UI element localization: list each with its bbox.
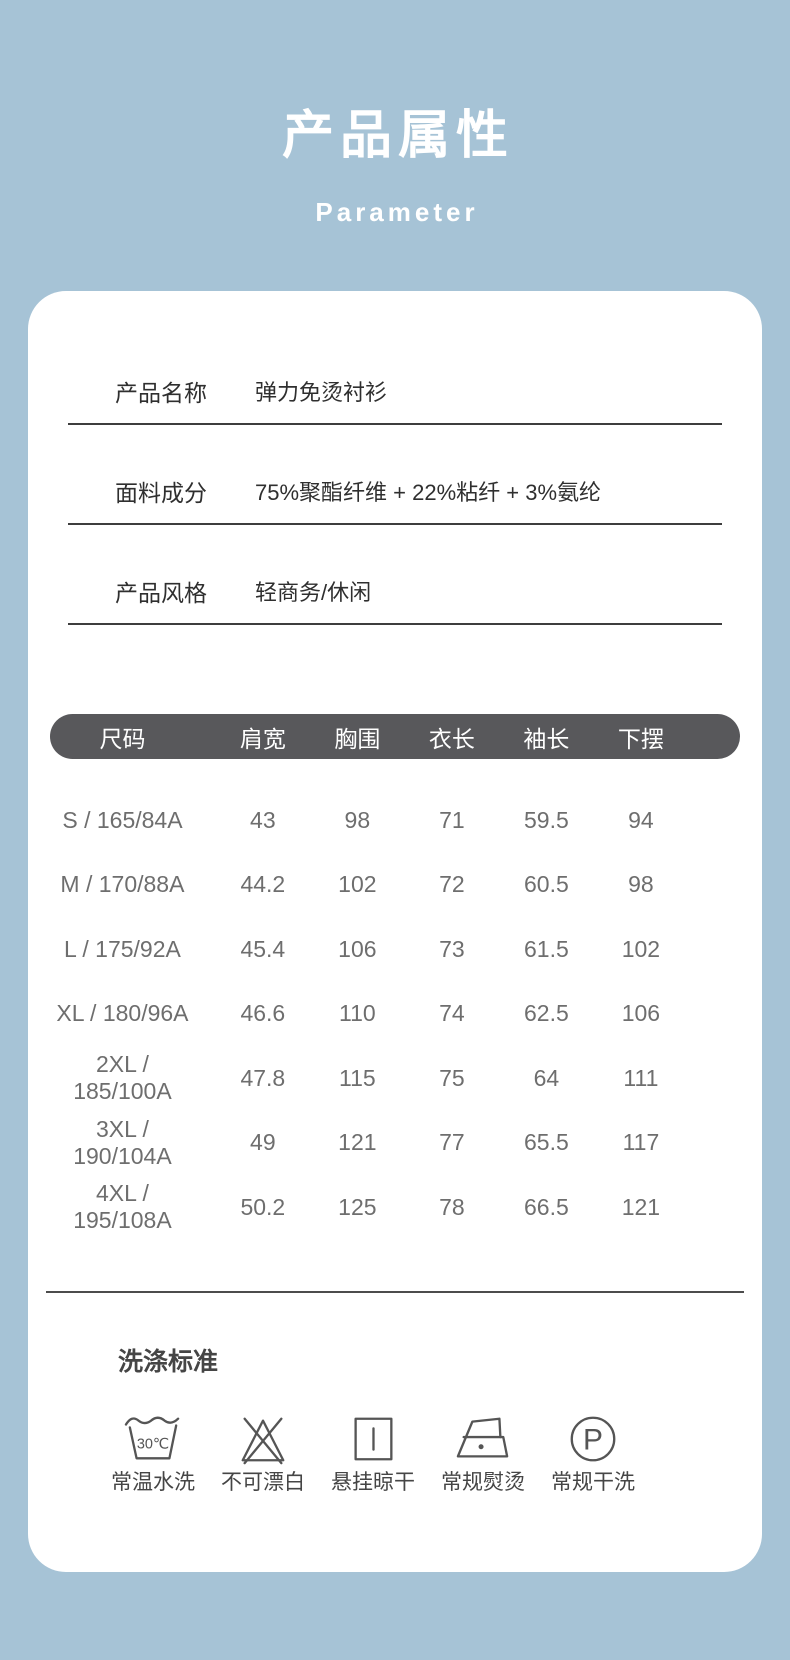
washing-item-label: 悬挂晾干 bbox=[331, 1470, 415, 1494]
attribute-label: 产品名称 bbox=[115, 380, 207, 406]
iron-icon bbox=[456, 1417, 509, 1458]
table-cell: 125 bbox=[338, 1193, 377, 1220]
table-cell: L / 175/92A bbox=[64, 935, 181, 962]
table-cell: 62.5 bbox=[524, 1000, 569, 1027]
table-cell: 65.5 bbox=[524, 1129, 569, 1156]
table-cell: 43 bbox=[250, 806, 276, 833]
column-header: 衣长 bbox=[428, 725, 475, 752]
table-cell: 46.6 bbox=[240, 1000, 286, 1027]
table-cell: 60.5 bbox=[524, 871, 569, 898]
washing-item: 常规熨烫 bbox=[428, 1411, 538, 1495]
no-bleach-icon bbox=[241, 1417, 285, 1464]
washing-item: P 常规干洗 bbox=[538, 1411, 648, 1495]
table-cell: 121 bbox=[338, 1129, 377, 1156]
washing-item-label: 常规干洗 bbox=[551, 1470, 635, 1494]
table-cell: 102 bbox=[338, 871, 377, 898]
table-cell: 2XL / 185/100A bbox=[73, 1051, 172, 1105]
table-cell: 61.5 bbox=[524, 935, 569, 962]
table-cell: 106 bbox=[621, 1000, 661, 1027]
washing-item: 不可漂白 bbox=[208, 1411, 318, 1495]
attribute-value: 轻商务/休闲 bbox=[255, 580, 372, 605]
page-title: 产品属性 bbox=[281, 107, 514, 165]
parameter-card: 产品名称 弹力免烫衬衫 面料成分 75%聚酯纤维 + 22%粘纤 + 3%氨纶 … bbox=[28, 291, 762, 1572]
attribute-label: 产品风格 bbox=[115, 580, 207, 606]
table-cell: M / 170/88A bbox=[60, 871, 185, 898]
washing-item-label: 不可漂白 bbox=[221, 1470, 305, 1494]
size-table: 尺码 肩宽 胸围 衣长 袖长 下摆 S / 165/84A 43 98 71 59.5 94 M /… bbox=[50, 714, 740, 1240]
table-cell: 4XL / 195/108A bbox=[73, 1180, 172, 1234]
table-cell: 111 bbox=[623, 1064, 659, 1091]
table-row: 3XL / 190/104A 49 121 77 65.5 117 bbox=[50, 1111, 740, 1176]
attribute-list: 产品名称 弹力免烫衬衫 面料成分 75%聚酯纤维 + 22%粘纤 + 3%氨纶 … bbox=[68, 378, 722, 625]
svg-text:P: P bbox=[583, 1423, 603, 1456]
divider-line bbox=[46, 1290, 744, 1293]
attribute-row-style: 产品风格 轻商务/休闲 bbox=[68, 578, 722, 625]
table-cell: 78 bbox=[439, 1193, 465, 1220]
table-row: 2XL / 185/100A 47.8 115 75 64 111 bbox=[50, 1046, 740, 1111]
table-cell: S / 165/84A bbox=[62, 806, 183, 833]
table-cell: 50.2 bbox=[240, 1193, 286, 1220]
table-cell: 64 bbox=[533, 1064, 560, 1091]
table-cell: 94 bbox=[628, 806, 654, 833]
column-header: 尺码 bbox=[99, 725, 146, 752]
table-row: M / 170/88A 44.2 102 72 60.5 98 bbox=[50, 853, 740, 918]
hang-dry-icon bbox=[354, 1417, 393, 1460]
table-cell: 98 bbox=[628, 871, 654, 898]
table-cell: 66.5 bbox=[524, 1193, 569, 1220]
table-cell: 44.2 bbox=[240, 871, 286, 898]
size-table-header: 尺码 肩宽 胸围 衣长 袖长 下摆 bbox=[50, 714, 740, 759]
table-row: S / 165/84A 43 98 71 59.5 94 bbox=[50, 788, 740, 853]
svg-text:30℃: 30℃ bbox=[137, 1436, 169, 1452]
column-header: 胸围 bbox=[334, 725, 381, 752]
table-cell: 102 bbox=[621, 935, 661, 962]
page-subtitle: Parameter bbox=[315, 197, 479, 227]
washing-item-label: 常温水洗 bbox=[111, 1470, 195, 1494]
table-cell: 59.5 bbox=[524, 806, 569, 833]
table-cell: 75 bbox=[439, 1064, 465, 1091]
dry-clean-icon: P bbox=[570, 1416, 616, 1461]
table-cell: 77 bbox=[439, 1129, 465, 1156]
washing-item: 30℃ 常温水洗 bbox=[98, 1411, 208, 1495]
column-header: 下摆 bbox=[617, 725, 664, 752]
table-cell: 49 bbox=[250, 1129, 276, 1156]
table-cell: 73 bbox=[439, 935, 465, 962]
washing-icons-row: 30℃ 常温水洗 不可漂白 悬挂晾干 常规熨烫 bbox=[98, 1411, 762, 1495]
wash-30c-icon: 30℃ bbox=[124, 1416, 180, 1459]
attribute-row-product-name: 产品名称 弹力免烫衬衫 bbox=[68, 378, 722, 425]
attribute-value: 弹力免烫衬衫 bbox=[255, 380, 388, 405]
washing-item: 悬挂晾干 bbox=[318, 1411, 428, 1495]
washing-item-label: 常规熨烫 bbox=[441, 1470, 525, 1494]
attribute-row-fabric: 面料成分 75%聚酯纤维 + 22%粘纤 + 3%氨纶 bbox=[68, 478, 722, 525]
table-cell: 47.8 bbox=[240, 1064, 286, 1091]
attribute-label: 面料成分 bbox=[115, 480, 207, 506]
column-header: 肩宽 bbox=[239, 725, 286, 752]
column-header: 袖长 bbox=[523, 725, 570, 752]
table-cell: 117 bbox=[622, 1129, 660, 1156]
table-cell: 115 bbox=[339, 1064, 376, 1091]
table-cell: 74 bbox=[439, 1000, 465, 1027]
table-cell: 98 bbox=[344, 806, 371, 833]
table-cell: 106 bbox=[338, 935, 377, 962]
attribute-value: 75%聚酯纤维 + 22%粘纤 + 3%氨纶 bbox=[255, 480, 602, 505]
table-row: 4XL / 195/108A 50.2 125 78 66.5 121 bbox=[50, 1175, 740, 1240]
page-header: 产品属性 Parameter bbox=[0, 0, 790, 226]
table-cell: 110 bbox=[339, 1000, 376, 1027]
table-cell: 3XL / 190/104A bbox=[73, 1115, 172, 1169]
table-cell: XL / 180/96A bbox=[56, 1000, 189, 1027]
table-cell: 72 bbox=[439, 871, 465, 898]
table-cell: 71 bbox=[439, 806, 465, 833]
table-row: L / 175/92A 45.4 106 73 61.5 102 bbox=[50, 917, 740, 982]
size-table-body: S / 165/84A 43 98 71 59.5 94 M / 170/88A 44.2 1… bbox=[50, 788, 740, 1240]
table-cell: 121 bbox=[621, 1193, 661, 1220]
table-row: XL / 180/96A 46.6 110 74 62.5 106 bbox=[50, 982, 740, 1047]
table-cell: 45.4 bbox=[240, 935, 286, 962]
washing-heading: 洗涤标准 bbox=[118, 1347, 219, 1376]
